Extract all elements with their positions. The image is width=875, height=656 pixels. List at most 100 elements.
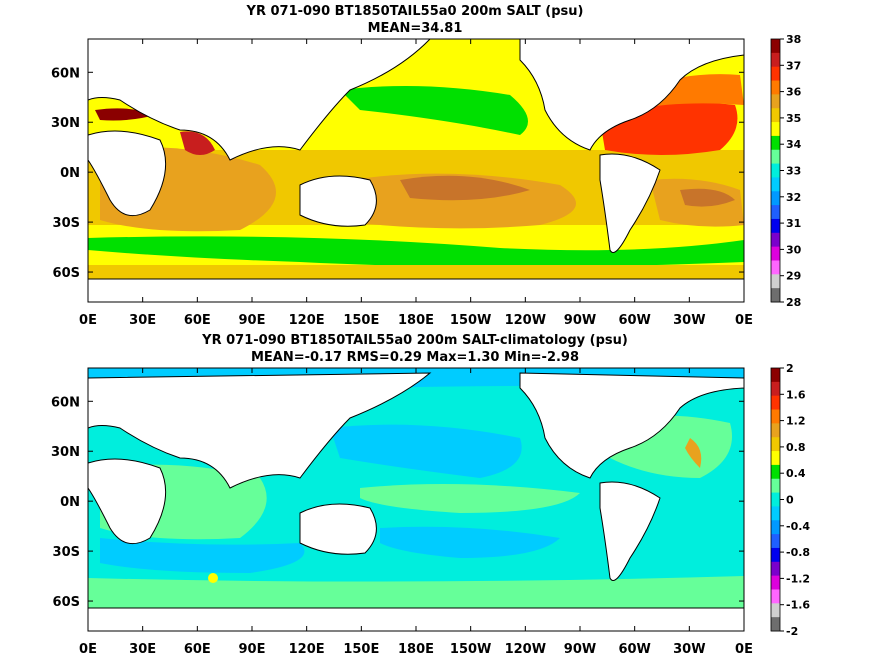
- colorbar-label: 31: [786, 217, 801, 230]
- colorbar-swatch: [771, 94, 780, 109]
- colorbar-swatch: [771, 451, 780, 466]
- colorbar-label: 32: [786, 191, 801, 204]
- x-tick-label: 0E: [79, 642, 97, 656]
- colorbar-label: 29: [786, 270, 801, 283]
- y-tick-label: 60N: [51, 66, 80, 81]
- southern-ocean-fresh: [88, 236, 744, 267]
- south-atlantic-core: [680, 188, 735, 207]
- colorbar-swatch: [771, 368, 780, 383]
- colorbar-swatch: [771, 478, 780, 494]
- gulf-stream-anomaly: [685, 438, 702, 468]
- land-antarctica: [88, 607, 744, 631]
- north-pacific-negative: [330, 424, 522, 478]
- colorbar-swatch: [771, 603, 780, 618]
- y-tick-label: 0N: [60, 495, 80, 510]
- x-tick-label: 180E: [398, 313, 434, 328]
- colorbar-swatch: [771, 547, 780, 563]
- land-north-america: [519, 372, 744, 479]
- x-tick-label: 60E: [184, 642, 211, 656]
- colorbar-swatch: [771, 205, 780, 220]
- colorbar-swatch: [771, 381, 780, 397]
- colorbar-swatch: [771, 464, 780, 480]
- y-tick-label: 60N: [51, 395, 80, 410]
- colorbar-swatch: [771, 163, 780, 178]
- colorbar-swatch: [771, 423, 780, 438]
- colorbar-swatch: [771, 246, 780, 261]
- colorbar-swatch: [771, 80, 780, 95]
- x-tick-label: 150W: [450, 642, 491, 656]
- x-tick-label: 0E: [735, 313, 753, 328]
- colorbar-swatch: [771, 617, 780, 632]
- y-tick-label: 30S: [53, 545, 80, 560]
- colorbar-label: 0.8: [786, 441, 806, 454]
- land-south-america: [599, 481, 661, 581]
- x-tick-label: 90E: [239, 313, 266, 328]
- southern-indian-negative: [100, 538, 305, 573]
- colorbar-swatch: [771, 135, 780, 151]
- x-tick-label: 0E: [79, 313, 97, 328]
- colorbar-label: 2: [786, 362, 794, 375]
- colorbar-swatch: [771, 534, 780, 549]
- land-masses: [88, 39, 744, 302]
- x-tick-label: 30E: [129, 642, 156, 656]
- x-tick-label: 0E: [735, 642, 753, 656]
- colorbar-label: 36: [786, 86, 802, 99]
- x-tick-label: 60W: [618, 313, 650, 328]
- colorbar-label: -1.6: [786, 599, 810, 612]
- colorbar-swatch: [771, 232, 780, 248]
- x-tick-label: 150E: [343, 642, 379, 656]
- colorbar-swatch: [771, 66, 780, 82]
- colorbar-label: 0: [786, 494, 794, 507]
- x-tick-label: 150W: [450, 313, 491, 328]
- x-tick-label: 30E: [129, 313, 156, 328]
- salinity-anomaly-map: 0E 30E 60E 90E 120E 150E 180E 150W 120W 90W 60W 30W…: [51, 362, 810, 656]
- colorbar-label: -1.2: [786, 572, 810, 585]
- colorbar-label: 1.6: [786, 388, 806, 401]
- colorbar-swatch: [771, 177, 780, 192]
- colorbar-label: 28: [786, 296, 801, 309]
- x-tick-label: 30W: [673, 642, 705, 656]
- colorbar-label: 30: [786, 243, 802, 256]
- colorbar-label: 37: [786, 59, 801, 72]
- colorbar-label: -0.8: [786, 546, 810, 559]
- x-tick-label: 60E: [184, 313, 211, 328]
- colorbar-swatch: [771, 218, 780, 234]
- colorbar-label: 35: [786, 112, 801, 125]
- colorbar-label: 1.2: [786, 415, 806, 428]
- x-tick-label: 90E: [239, 642, 266, 656]
- land-south-america: [599, 153, 661, 253]
- south-pacific-core: [400, 175, 530, 201]
- map2-title: YR 071-090 BT1850TAIL55a0 200m SALT-clim…: [202, 333, 628, 348]
- salinity-map: 0E 30E 60E 90E 120E 150E 180E 150W 120W 90W 60W 30W…: [51, 33, 802, 328]
- colorbar-swatch: [771, 520, 780, 535]
- south-pacific-negative: [380, 526, 560, 558]
- land-masses: [88, 372, 744, 631]
- x-tick-label: 60W: [618, 642, 650, 656]
- colorbar-label: 38: [786, 33, 801, 46]
- antarctic-band: [88, 265, 744, 279]
- map1-subtitle: MEAN=34.81: [367, 21, 463, 36]
- colorbar-swatch: [771, 437, 780, 452]
- y-tick-label: 60S: [53, 595, 80, 610]
- y-tick-label: 30N: [51, 445, 80, 460]
- land-africa: [88, 130, 167, 217]
- arabian-sea-salt: [180, 131, 215, 155]
- map2-subtitle: MEAN=-0.17 RMS=0.29 Max=1.30 Min=-2.98: [250, 350, 580, 365]
- y-tick-label: 0N: [60, 166, 80, 181]
- colorbar-swatch: [771, 191, 780, 206]
- x-tick-label: 30W: [673, 313, 705, 328]
- colorbar-swatch: [771, 506, 780, 521]
- colorbar-swatch: [771, 492, 780, 507]
- colorbar-swatch: [771, 288, 780, 303]
- colorbar-swatch: [771, 589, 780, 604]
- southern-ocean-positive: [88, 576, 744, 608]
- x-tick-label: 150E: [343, 313, 379, 328]
- colorbar-swatch: [771, 395, 780, 411]
- y-tick-label: 30N: [51, 116, 80, 131]
- colorbar-label: -2: [786, 625, 798, 638]
- colorbar-swatch: [771, 122, 780, 137]
- land-north-america: [519, 39, 744, 151]
- colorbar-label: 34: [786, 138, 802, 151]
- land-antarctica: [88, 278, 744, 302]
- x-tick-label: 120W: [505, 642, 546, 656]
